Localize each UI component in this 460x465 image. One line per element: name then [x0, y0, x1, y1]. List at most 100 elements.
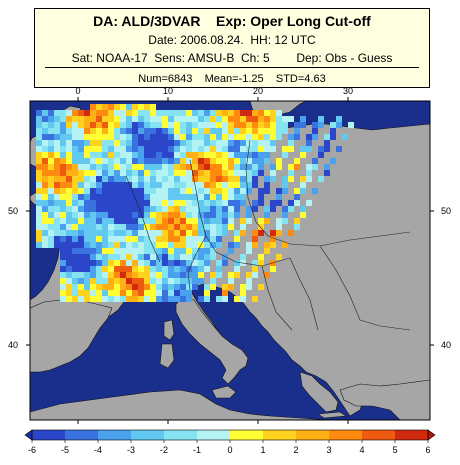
swath-cell: [168, 116, 174, 122]
swath-cell: [156, 254, 162, 260]
swath-cell: [42, 218, 48, 224]
swath-cell: [240, 170, 246, 176]
swath-cell: [102, 260, 108, 266]
swath-cell: [84, 242, 90, 248]
swath-cell: [222, 224, 228, 230]
swath-cell: [198, 236, 204, 242]
swath-cell: [192, 152, 198, 158]
colorbar-segment: [65, 430, 99, 440]
swath-cell: [138, 164, 144, 170]
swath-cell: [96, 134, 102, 140]
swath-cell: [96, 128, 102, 134]
swath-cell: [264, 158, 270, 164]
swath-cell: [186, 158, 192, 164]
swath-cell: [90, 260, 96, 266]
swath-cell: [342, 134, 348, 140]
swath-cell: [96, 218, 102, 224]
swath-cell: [120, 206, 126, 212]
swath-cell: [240, 134, 246, 140]
swath-cell: [138, 170, 144, 176]
swath-cell: [216, 146, 222, 152]
swath-cell: [180, 236, 186, 242]
swath-cell: [120, 260, 126, 266]
swath-cell: [36, 182, 42, 188]
swath-cell: [42, 164, 48, 170]
swath-cell: [108, 158, 114, 164]
swath-cell: [150, 236, 156, 242]
swath-cell: [222, 218, 228, 224]
swath-cell: [132, 146, 138, 152]
swath-cell: [198, 164, 204, 170]
swath-cell: [198, 206, 204, 212]
swath-cell: [198, 176, 204, 182]
swath-cell: [138, 284, 144, 290]
swath-cell: [72, 170, 78, 176]
swath-cell: [138, 218, 144, 224]
swath-cell: [42, 200, 48, 206]
swath-cell: [96, 116, 102, 122]
swath-cell: [294, 134, 300, 140]
border-line-2: [215, 251, 291, 267]
swath-cell: [168, 290, 174, 296]
swath-cell: [138, 116, 144, 122]
swath-cell: [186, 260, 192, 266]
swath-cell: [126, 272, 132, 278]
border-line-4: [187, 235, 207, 291]
swath-cell: [246, 212, 252, 218]
swath-cell: [66, 134, 72, 140]
swath-cell: [78, 128, 84, 134]
swath-cell: [234, 206, 240, 212]
swath-cell: [72, 128, 78, 134]
swath-cell: [102, 122, 108, 128]
swath-cell: [48, 110, 54, 116]
swath-cell: [216, 176, 222, 182]
swath-cell: [156, 116, 162, 122]
swath-cell: [228, 278, 234, 284]
swath-cell: [96, 206, 102, 212]
swath-cell: [42, 110, 48, 116]
swath-cell: [42, 170, 48, 176]
swath-cell: [198, 230, 204, 236]
swath-cell: [72, 110, 78, 116]
swath-cell: [78, 266, 84, 272]
swath-cell: [48, 134, 54, 140]
swath-cell: [78, 110, 84, 116]
swath-cell: [246, 272, 252, 278]
swath-cell: [96, 236, 102, 242]
swath-cell: [186, 176, 192, 182]
swath-cell: [144, 260, 150, 266]
swath-cell: [144, 194, 150, 200]
swath-cell: [48, 200, 54, 206]
swath-cell: [66, 212, 72, 218]
swath-cell: [102, 224, 108, 230]
swath-cell: [162, 284, 168, 290]
swath-cell: [210, 206, 216, 212]
swath-cell: [114, 176, 120, 182]
swath-cell: [156, 272, 162, 278]
swath-cell: [216, 260, 222, 266]
swath-cell: [90, 200, 96, 206]
swath-cell: [90, 230, 96, 236]
swath-cell: [90, 206, 96, 212]
swath-cell: [174, 284, 180, 290]
swath-cell: [90, 170, 96, 176]
swath-cell: [186, 128, 192, 134]
swath-cell: [72, 206, 78, 212]
swath-cell: [72, 158, 78, 164]
swath-cell: [156, 296, 162, 302]
swath-cell: [84, 134, 90, 140]
swath-cell: [42, 176, 48, 182]
swath-cell: [114, 170, 120, 176]
swath-cell: [216, 212, 222, 218]
swath-cell: [120, 146, 126, 152]
swath-cell: [150, 122, 156, 128]
swath-cell: [108, 248, 114, 254]
swath-cell: [120, 242, 126, 248]
swath-cell: [66, 296, 72, 302]
swath-cell: [258, 122, 264, 128]
swath-cell: [228, 140, 234, 146]
swath-cell: [162, 122, 168, 128]
swath-cell: [228, 194, 234, 200]
swath-cell: [240, 128, 246, 134]
